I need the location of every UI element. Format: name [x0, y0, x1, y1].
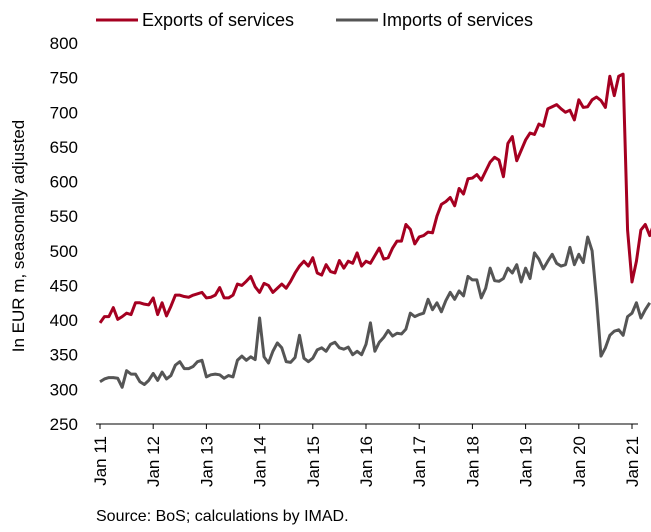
x-tick-label: Jan 20	[570, 436, 589, 487]
x-tick-label: Jan 17	[410, 436, 429, 487]
legend-label-imports: Imports of services	[382, 10, 533, 30]
x-tick-label: Jan 13	[197, 436, 216, 487]
y-tick-label: 250	[50, 415, 78, 434]
y-tick-label: 350	[50, 346, 78, 365]
legend-label-exports: Exports of services	[142, 10, 294, 30]
x-tick-label: Jan 14	[251, 436, 270, 487]
y-tick-label: 700	[50, 103, 78, 122]
x-tick-label: Jan 18	[463, 436, 482, 487]
y-tick-label: 600	[50, 173, 78, 192]
y-tick-label: 550	[50, 207, 78, 226]
y-axis-title: In EUR m, seasonally adjusted	[9, 120, 28, 352]
x-axis-ticks: Jan 11 Jan 12 Jan 13 Jan 14 Jan 15 Jan 16 Jan …	[91, 424, 642, 487]
series-line-exports	[98, 72, 651, 324]
source-note: Source: BoS; calculations by IMAD.	[96, 508, 349, 525]
x-tick-label: Jan 15	[304, 436, 323, 487]
y-axis-ticks: 250 300 350 400 450 500 550 600 650 700 750 800	[50, 34, 78, 434]
legend: Exports of services Imports of services	[96, 10, 533, 30]
x-tick-label: Jan 16	[357, 436, 376, 487]
x-tick-label: Jan 11	[91, 436, 110, 486]
series-layer	[98, 72, 651, 389]
y-tick-label: 750	[50, 69, 78, 88]
y-tick-label: 450	[50, 276, 78, 295]
series-line-imports	[99, 235, 651, 389]
x-tick-label: Jan 19	[517, 436, 536, 487]
y-tick-label: 650	[50, 138, 78, 157]
y-tick-label: 400	[50, 311, 78, 330]
y-tick-label: 500	[50, 242, 78, 261]
x-tick-label: Jan 12	[144, 436, 163, 487]
y-tick-label: 800	[50, 34, 78, 53]
y-tick-label: 300	[50, 380, 78, 399]
x-tick-label: Jan 21	[623, 436, 642, 487]
